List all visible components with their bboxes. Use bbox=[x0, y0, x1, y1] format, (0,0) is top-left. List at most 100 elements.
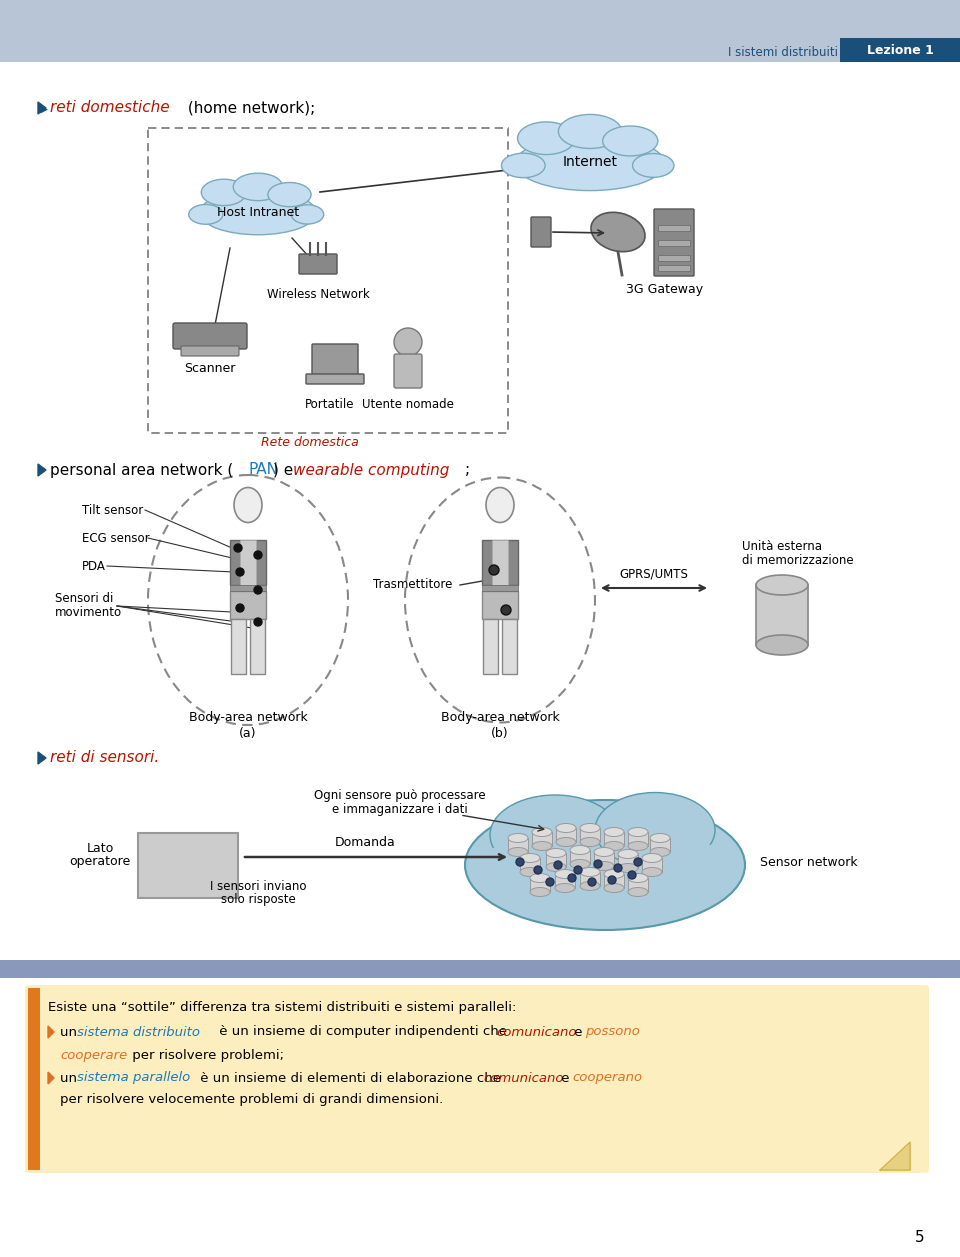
Ellipse shape bbox=[465, 799, 745, 930]
Circle shape bbox=[394, 328, 422, 356]
Ellipse shape bbox=[475, 840, 575, 910]
Ellipse shape bbox=[756, 574, 808, 595]
Ellipse shape bbox=[594, 847, 614, 856]
Text: 5: 5 bbox=[915, 1231, 924, 1246]
Ellipse shape bbox=[546, 862, 566, 871]
FancyBboxPatch shape bbox=[299, 254, 337, 274]
FancyBboxPatch shape bbox=[231, 618, 246, 674]
FancyBboxPatch shape bbox=[642, 859, 662, 872]
Text: Trasmettitore: Trasmettitore bbox=[373, 578, 452, 592]
Text: reti di sensori.: reti di sensori. bbox=[50, 750, 159, 766]
Ellipse shape bbox=[530, 887, 550, 896]
Text: (home network);: (home network); bbox=[183, 101, 315, 116]
Circle shape bbox=[254, 551, 262, 559]
FancyBboxPatch shape bbox=[0, 0, 960, 62]
Ellipse shape bbox=[486, 488, 514, 523]
Ellipse shape bbox=[559, 114, 622, 148]
FancyBboxPatch shape bbox=[628, 832, 648, 846]
Text: I sensori inviano: I sensori inviano bbox=[209, 880, 306, 892]
Ellipse shape bbox=[520, 854, 540, 862]
Text: comunicano: comunicano bbox=[496, 1026, 577, 1038]
FancyBboxPatch shape bbox=[250, 618, 265, 674]
Ellipse shape bbox=[628, 841, 648, 851]
FancyBboxPatch shape bbox=[520, 859, 540, 872]
FancyBboxPatch shape bbox=[530, 877, 550, 892]
FancyBboxPatch shape bbox=[531, 217, 551, 246]
Ellipse shape bbox=[628, 827, 648, 836]
Ellipse shape bbox=[603, 126, 658, 156]
Ellipse shape bbox=[570, 860, 590, 869]
Text: possono: possono bbox=[585, 1026, 640, 1038]
Text: Scanner: Scanner bbox=[184, 362, 236, 375]
FancyBboxPatch shape bbox=[650, 838, 670, 852]
FancyBboxPatch shape bbox=[502, 618, 517, 674]
FancyBboxPatch shape bbox=[230, 541, 266, 585]
Ellipse shape bbox=[650, 833, 670, 842]
Ellipse shape bbox=[628, 887, 648, 896]
Text: cooperano: cooperano bbox=[572, 1071, 642, 1085]
Text: Host Intranet: Host Intranet bbox=[217, 205, 300, 219]
FancyBboxPatch shape bbox=[230, 591, 266, 618]
Circle shape bbox=[594, 860, 602, 869]
Ellipse shape bbox=[508, 833, 528, 842]
Text: sistema parallelo: sistema parallelo bbox=[77, 1071, 190, 1085]
Text: wearable computing: wearable computing bbox=[293, 463, 449, 478]
Ellipse shape bbox=[516, 136, 664, 191]
Polygon shape bbox=[48, 1026, 54, 1038]
Ellipse shape bbox=[555, 884, 575, 892]
FancyBboxPatch shape bbox=[654, 209, 694, 277]
Circle shape bbox=[608, 876, 616, 884]
FancyBboxPatch shape bbox=[28, 988, 40, 1170]
Text: (b): (b) bbox=[492, 727, 509, 739]
Text: per risolvere problemi;: per risolvere problemi; bbox=[128, 1048, 284, 1061]
Text: ◀: ◀ bbox=[40, 103, 47, 113]
FancyBboxPatch shape bbox=[482, 541, 518, 585]
Circle shape bbox=[568, 874, 576, 882]
FancyBboxPatch shape bbox=[312, 344, 358, 376]
Text: Utente nomade: Utente nomade bbox=[362, 398, 454, 411]
Text: Tilt sensor: Tilt sensor bbox=[82, 504, 143, 517]
Ellipse shape bbox=[556, 823, 576, 832]
Circle shape bbox=[501, 605, 511, 615]
Ellipse shape bbox=[520, 867, 540, 876]
FancyBboxPatch shape bbox=[532, 832, 552, 846]
Ellipse shape bbox=[604, 884, 624, 892]
Circle shape bbox=[516, 859, 524, 866]
Text: e: e bbox=[570, 1026, 587, 1038]
Text: solo risposte: solo risposte bbox=[221, 894, 296, 906]
Text: 3G Gateway: 3G Gateway bbox=[627, 284, 704, 297]
FancyBboxPatch shape bbox=[604, 832, 624, 846]
Text: PDA: PDA bbox=[82, 559, 106, 572]
Text: movimento: movimento bbox=[55, 606, 122, 618]
Ellipse shape bbox=[628, 874, 648, 882]
FancyBboxPatch shape bbox=[25, 985, 929, 1173]
FancyBboxPatch shape bbox=[658, 265, 690, 272]
FancyBboxPatch shape bbox=[570, 850, 590, 864]
FancyBboxPatch shape bbox=[580, 828, 600, 842]
Ellipse shape bbox=[268, 182, 311, 206]
Ellipse shape bbox=[556, 837, 576, 846]
Ellipse shape bbox=[642, 867, 662, 876]
Polygon shape bbox=[880, 1143, 910, 1170]
Text: I sistemi distribuiti: I sistemi distribuiti bbox=[728, 45, 838, 59]
Ellipse shape bbox=[604, 870, 624, 879]
Ellipse shape bbox=[508, 847, 528, 856]
Ellipse shape bbox=[580, 837, 600, 846]
Text: un: un bbox=[60, 1071, 82, 1085]
Circle shape bbox=[254, 586, 262, 595]
Text: Internet: Internet bbox=[563, 155, 617, 168]
FancyBboxPatch shape bbox=[482, 585, 518, 591]
Ellipse shape bbox=[756, 635, 808, 655]
Ellipse shape bbox=[555, 870, 575, 879]
Text: PAN: PAN bbox=[249, 463, 279, 478]
Ellipse shape bbox=[635, 840, 735, 910]
Ellipse shape bbox=[650, 847, 670, 856]
FancyBboxPatch shape bbox=[756, 585, 808, 645]
Ellipse shape bbox=[570, 846, 590, 855]
Text: Esiste una “sottile” differenza tra sistemi distribuiti e sistemi paralleli:: Esiste una “sottile” differenza tra sist… bbox=[48, 1002, 516, 1014]
FancyBboxPatch shape bbox=[658, 225, 690, 231]
Text: Sensor network: Sensor network bbox=[760, 856, 857, 869]
Text: Rete domestica: Rete domestica bbox=[261, 436, 359, 450]
Ellipse shape bbox=[501, 153, 545, 177]
FancyBboxPatch shape bbox=[658, 255, 690, 261]
